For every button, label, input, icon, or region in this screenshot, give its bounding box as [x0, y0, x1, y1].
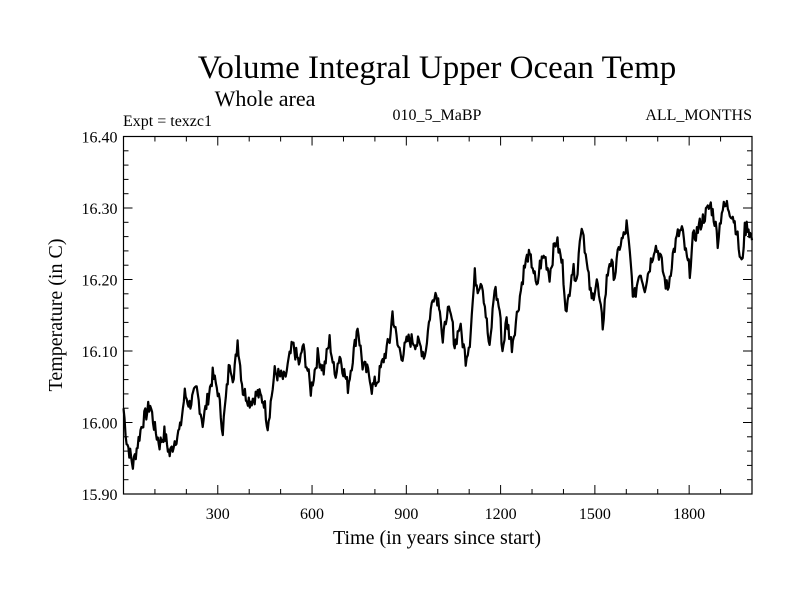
y-tick-label: 16.40 — [82, 130, 118, 147]
y-tick-label: 16.30 — [82, 201, 118, 218]
y-tick-labels: 15.90 16.00 16.10 16.20 16.30 16.40 — [82, 130, 118, 505]
x-axis-title: Time (in years since start) — [333, 527, 541, 549]
y-tick-label: 16.20 — [82, 273, 118, 290]
y-tick-label: 16.10 — [82, 344, 118, 361]
y-axis-title: Temperature (in C) — [45, 239, 67, 392]
y-tick-label: 15.90 — [82, 487, 118, 504]
y-tick-label: 16.00 — [82, 416, 118, 433]
plot-frame — [122, 135, 753, 495]
x-tick-label: 1500 — [579, 506, 611, 523]
x-tick-label: 900 — [394, 506, 418, 523]
chart-subtitle: Whole area — [215, 86, 316, 111]
months-label: ALL_MONTHS — [645, 107, 752, 124]
x-tick-label: 600 — [300, 506, 324, 523]
x-tick-label: 1800 — [673, 506, 705, 523]
x-tick-label: 1200 — [485, 506, 517, 523]
experiment-label: Expt = texzc1 — [123, 113, 212, 130]
series-line-texzc1 — [122, 199, 754, 470]
run-label: 010_5_MaBP — [393, 107, 482, 124]
chart-title: Volume Integral Upper Ocean Temp — [198, 50, 676, 86]
axis-ticks — [123, 136, 752, 494]
x-tick-label: 300 — [206, 506, 230, 523]
x-tick-labels: 300 600 900 1200 1500 1800 — [206, 506, 705, 523]
